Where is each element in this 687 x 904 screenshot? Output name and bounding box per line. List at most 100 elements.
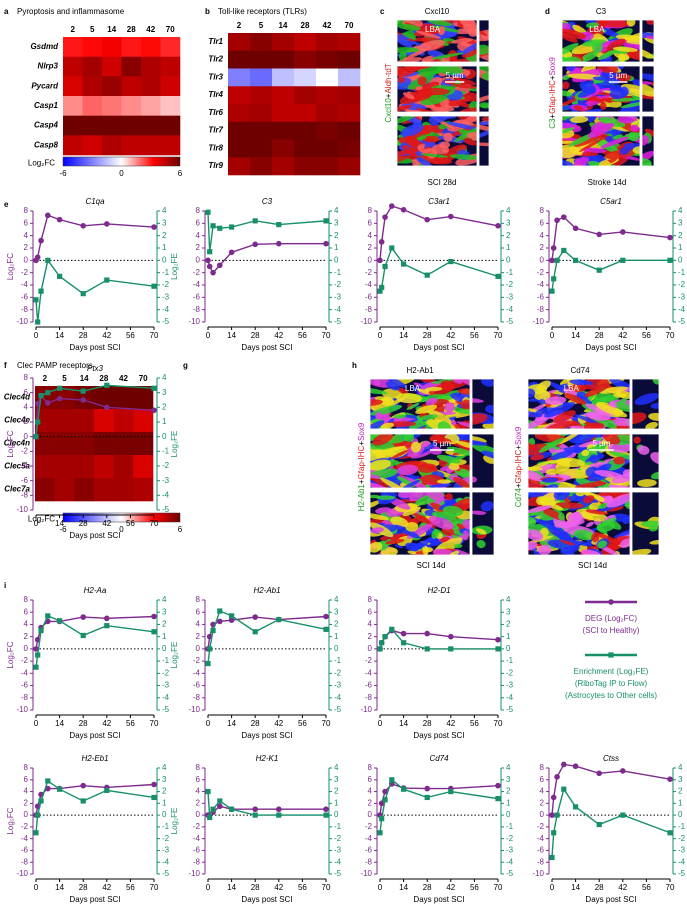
panel-title: Toll-like receptors (TLRs) bbox=[218, 7, 307, 16]
heatmap-cell bbox=[316, 121, 339, 140]
y2-tick-label: 3 bbox=[162, 218, 167, 227]
micrograph-blob bbox=[397, 23, 421, 31]
micrograph-blob bbox=[444, 402, 455, 413]
series-line bbox=[379, 205, 499, 261]
y-tick-label: -6 bbox=[21, 681, 29, 690]
data-point bbox=[252, 241, 258, 248]
y-tick-label: 0 bbox=[368, 644, 373, 653]
heatmap-cell bbox=[113, 478, 134, 502]
data-point bbox=[377, 288, 383, 294]
micrograph-blob bbox=[417, 463, 437, 473]
data-point bbox=[33, 646, 39, 652]
micrograph-blob bbox=[443, 132, 453, 142]
data-point bbox=[549, 257, 555, 264]
data-point bbox=[550, 794, 557, 801]
x-tick-label: 70 bbox=[150, 883, 159, 892]
y2-tick-label: 3 bbox=[678, 218, 683, 227]
legend-marker bbox=[608, 652, 614, 658]
y-tick-label: 8 bbox=[540, 206, 545, 215]
micrograph-blob bbox=[451, 38, 474, 44]
y-tick-label: -2 bbox=[537, 822, 545, 831]
heatmap-cell bbox=[35, 478, 55, 502]
micrograph-blob bbox=[600, 101, 607, 110]
y2-tick-label: 1 bbox=[678, 243, 683, 252]
micrograph-blob bbox=[439, 536, 450, 543]
y2-tick-label: 1 bbox=[334, 632, 339, 641]
heatmap-cell bbox=[54, 386, 75, 410]
row-label: Clec4d bbox=[4, 393, 31, 402]
y2-axis-label: Log₂FE bbox=[170, 431, 179, 458]
heatmap-cell bbox=[272, 33, 295, 52]
colorbar bbox=[62, 512, 181, 523]
y-tick-label: 4 bbox=[540, 787, 545, 796]
micrograph-blob bbox=[385, 381, 400, 391]
data-point bbox=[80, 291, 86, 297]
data-point bbox=[667, 257, 673, 263]
y-tick-label: -10 bbox=[188, 869, 200, 878]
y-tick-label: -8 bbox=[21, 305, 29, 314]
y2-tick-label: 3 bbox=[506, 607, 511, 616]
heatmap-cell bbox=[272, 50, 295, 69]
colorbar-tick-label: 6 bbox=[178, 169, 183, 178]
micrograph-blob bbox=[460, 399, 470, 410]
x-tick-label: 42 bbox=[446, 883, 455, 892]
data-point bbox=[495, 796, 501, 802]
micrograph-blob bbox=[562, 42, 579, 57]
y2-tick-label: -5 bbox=[162, 505, 170, 514]
y-tick-label: 2 bbox=[196, 632, 201, 641]
column-label: 70 bbox=[139, 374, 148, 383]
heatmap-cell bbox=[316, 139, 339, 158]
micrograph-blob bbox=[415, 404, 438, 414]
micrograph bbox=[528, 434, 630, 488]
column-label: 70 bbox=[166, 25, 175, 34]
micrograph-blob bbox=[446, 446, 470, 456]
chart-title: C3ar1 bbox=[428, 197, 450, 206]
chart-title: Cd74 bbox=[429, 754, 449, 763]
heatmap-cell bbox=[160, 135, 181, 156]
data-point bbox=[207, 814, 213, 821]
heatmap-cell bbox=[250, 68, 273, 87]
heatmap-cell bbox=[63, 115, 83, 136]
micrograph-blob bbox=[370, 420, 385, 429]
micrograph-blob bbox=[370, 387, 388, 395]
y-tick-label: 6 bbox=[368, 218, 373, 227]
data-point bbox=[104, 277, 110, 283]
data-point bbox=[45, 212, 51, 219]
y-tick-label: 2 bbox=[540, 243, 545, 252]
y2-tick-label: 1 bbox=[506, 798, 511, 807]
heatmap-cell bbox=[133, 386, 154, 410]
micrograph-blob bbox=[476, 539, 486, 549]
micrograph bbox=[642, 66, 654, 112]
data-point bbox=[80, 798, 86, 804]
micrograph-blob bbox=[591, 533, 600, 543]
data-point bbox=[151, 385, 157, 391]
heatmap-cell bbox=[160, 37, 181, 57]
data-point bbox=[323, 812, 329, 818]
x-tick-label: 70 bbox=[322, 331, 331, 340]
micrograph-blob bbox=[455, 440, 470, 450]
heatmap-cell bbox=[121, 96, 142, 116]
micrograph-blob bbox=[479, 44, 489, 55]
micrograph-blob bbox=[606, 38, 626, 51]
data-point bbox=[80, 614, 86, 620]
series-line bbox=[35, 214, 155, 261]
micrograph-blob bbox=[575, 492, 584, 497]
micrograph-blob bbox=[419, 148, 433, 155]
data-point bbox=[448, 633, 454, 640]
y-tick-label: -2 bbox=[193, 656, 201, 665]
y2-tick-label: 0 bbox=[506, 255, 511, 264]
y2-tick-label: 1 bbox=[334, 798, 339, 807]
micrograph-blob bbox=[421, 394, 445, 402]
image-title: Cxcl10 bbox=[425, 7, 450, 16]
data-point bbox=[401, 786, 407, 792]
data-point bbox=[379, 816, 385, 822]
heatmap-cell bbox=[294, 50, 317, 69]
micrograph-blob bbox=[621, 83, 640, 98]
micrograph-blob bbox=[536, 380, 551, 391]
y2-axis-label: Log₂FE bbox=[170, 253, 179, 280]
micrograph-blob bbox=[416, 157, 432, 166]
y-tick-label: -6 bbox=[21, 846, 29, 855]
y-tick-label: -8 bbox=[193, 857, 201, 866]
micrograph-blob bbox=[482, 422, 494, 429]
data-point bbox=[205, 257, 211, 264]
